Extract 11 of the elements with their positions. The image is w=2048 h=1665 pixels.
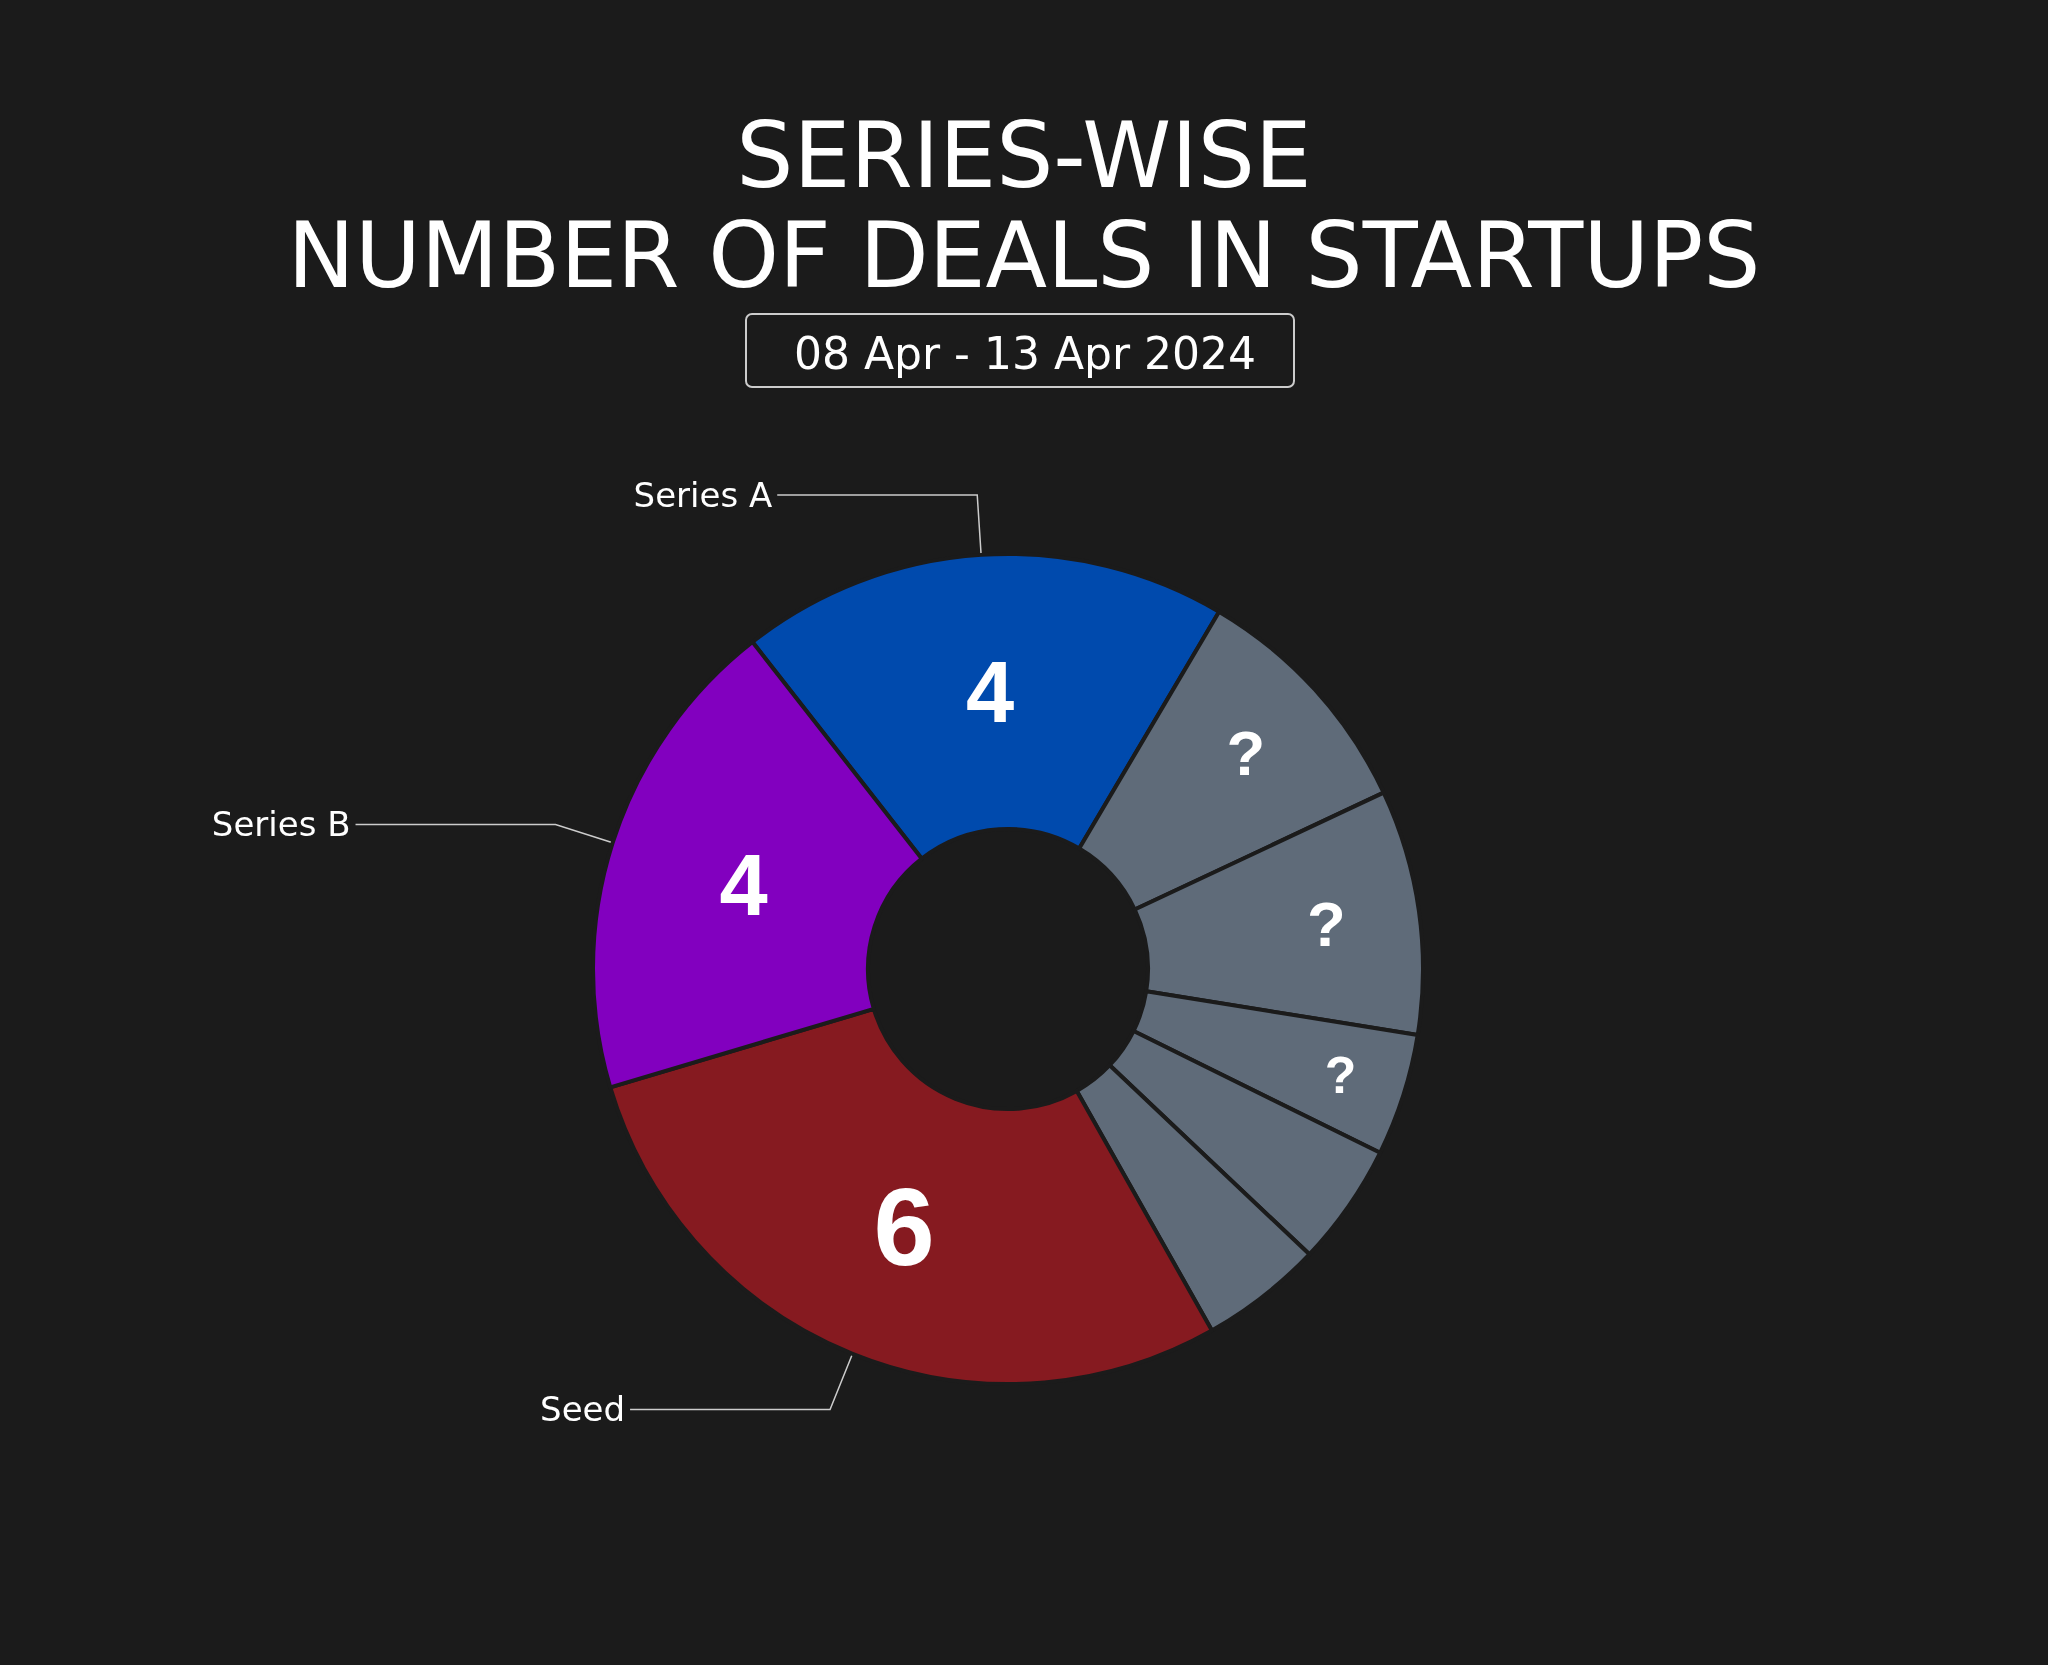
chart-title: SERIES-WISE NUMBER OF DEALS IN STARTUPS (287, 102, 1761, 308)
data-label: ? (1226, 717, 1266, 788)
slice-label: Series A (633, 475, 773, 515)
chart-subtitle: 08 Apr - 13 Apr 2024 (794, 327, 1256, 379)
slice-label: Seed (540, 1389, 626, 1430)
data-label: 6 (873, 1164, 935, 1288)
data-label: 4 (719, 836, 768, 933)
data-label: ? (1307, 889, 1346, 960)
slice-label: Series B (211, 804, 351, 845)
data-label: 4 (965, 644, 1015, 741)
data-label: ? (1324, 1046, 1357, 1105)
